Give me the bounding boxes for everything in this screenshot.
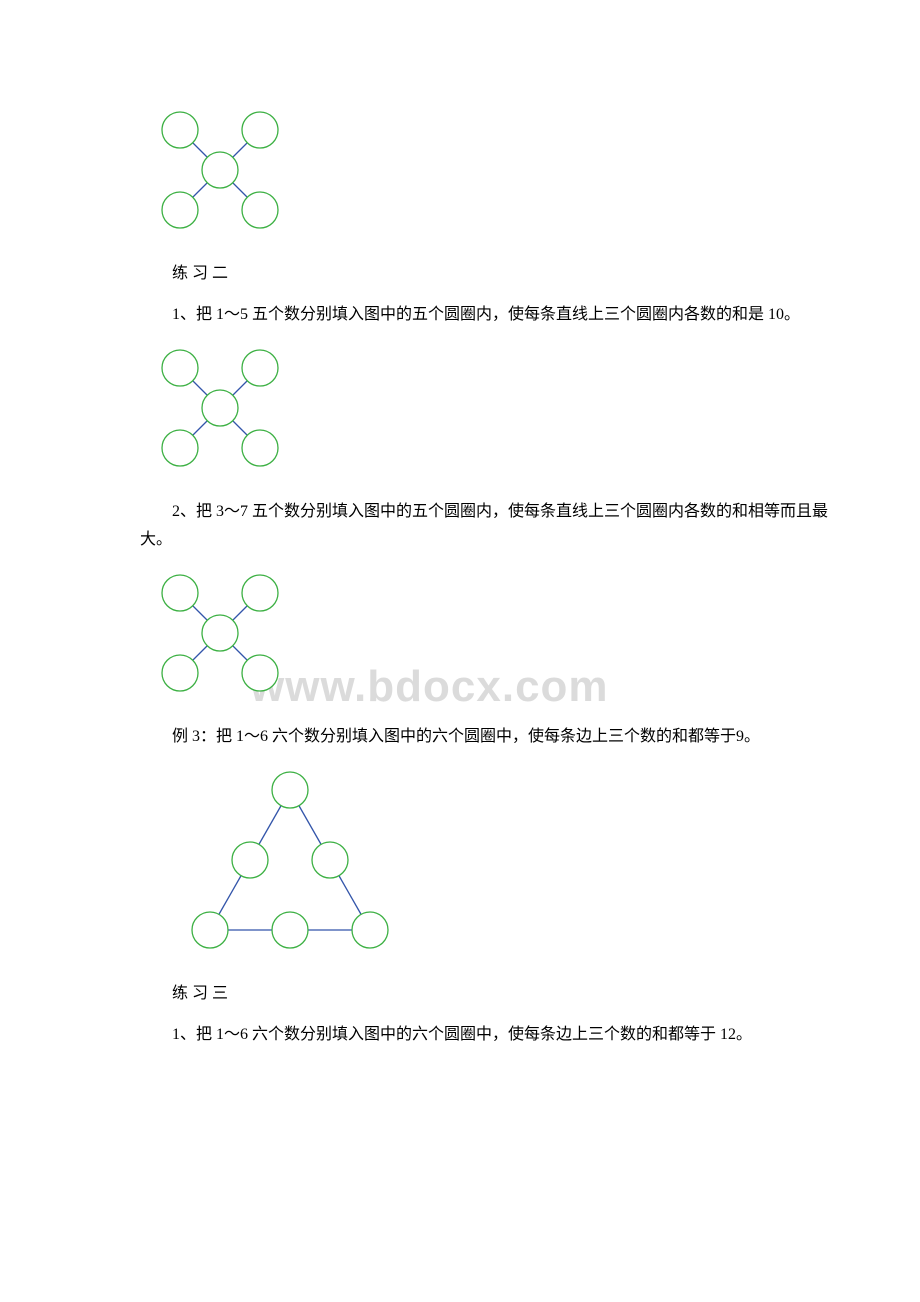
triangle-graph-svg [180, 760, 400, 960]
practice-3-q1: 1、把 1～6 六个数分别填入图中的六个圆圈中，使每条边上三个数的和都等于 12… [140, 1021, 830, 1048]
diagram-triangle [180, 760, 830, 960]
practice-2-q1: 1、把 1～5 五个数分别填入图中的五个圆圈内，使每条直线上三个圆圈内各数的和是… [140, 301, 830, 328]
diagram-x-3 [150, 563, 830, 703]
example-3: 例 3：把 1～6 六个数分别填入图中的六个圆圈中，使每条边上三个数的和都等于9… [140, 723, 830, 750]
page-content: 练 习 二 1、把 1～5 五个数分别填入图中的五个圆圈内，使每条直线上三个圆圈… [90, 100, 830, 1048]
diagram-x-1 [150, 100, 830, 240]
x-graph-svg [150, 100, 290, 240]
practice-2-title: 练 习 二 [140, 260, 830, 287]
diagram-x-2 [150, 338, 830, 478]
x-graph-svg [150, 338, 290, 478]
practice-3-title: 练 习 三 [140, 980, 830, 1007]
practice-2-q2: 2、把 3～7 五个数分别填入图中的五个圆圈内，使每条直线上三个圆圈内各数的和相… [140, 498, 830, 552]
x-graph-svg [150, 563, 290, 703]
